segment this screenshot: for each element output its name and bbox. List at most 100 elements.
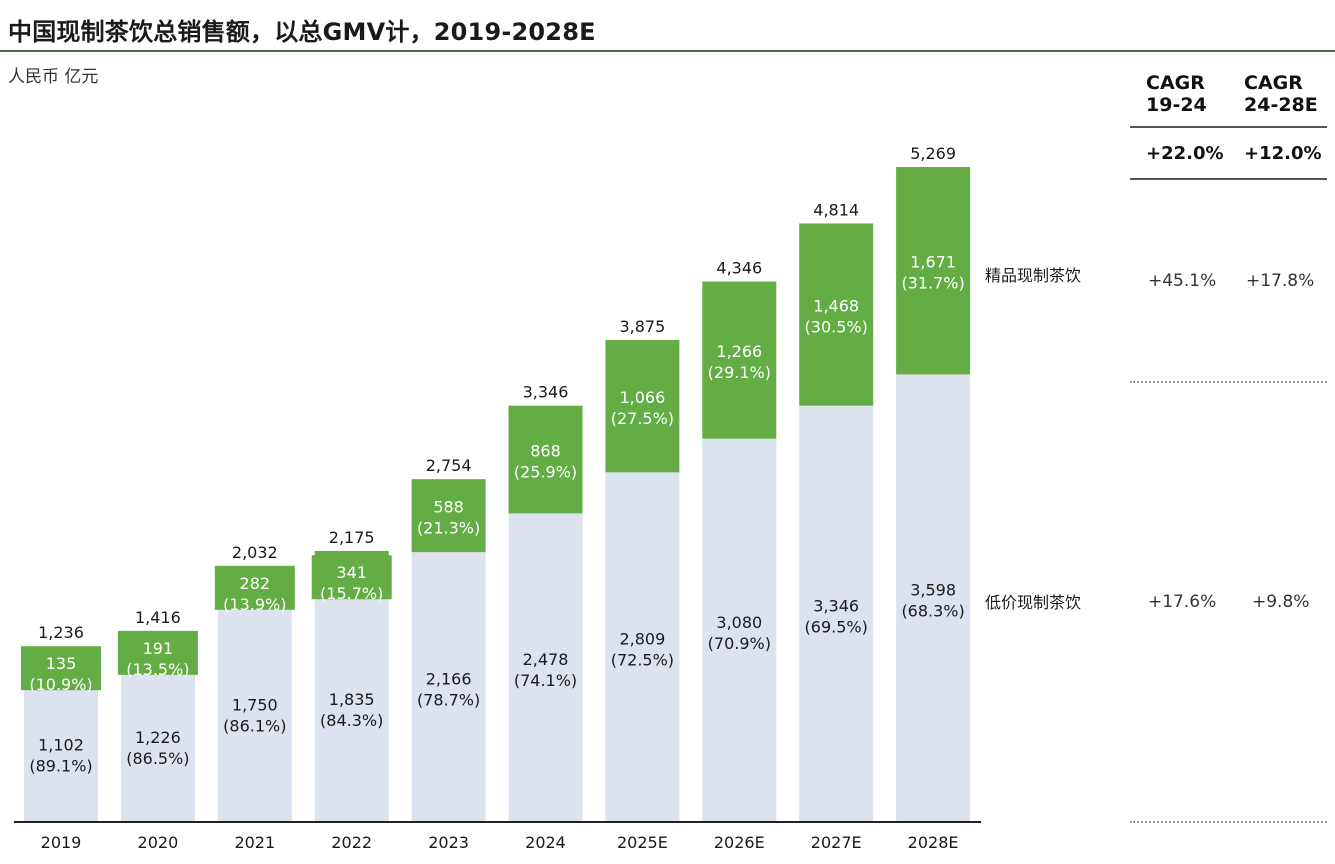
x-tick-2022: 2022	[331, 833, 372, 852]
x-tick-2028E: 2028E	[908, 833, 959, 852]
label-premium-value-2027E: 1,468	[813, 297, 859, 316]
bar-lowprice-2028E	[896, 374, 971, 821]
label-lowprice-share-2027E: (69.5%)	[805, 617, 868, 636]
label-premium-share-2021: (13.9%)	[223, 595, 286, 614]
label-lowprice-value-2024: 2,478	[523, 650, 569, 669]
label-total-2028E: 5,269	[910, 144, 956, 163]
label-total-2022: 2,175	[329, 528, 375, 547]
x-tick-2023: 2023	[428, 833, 469, 852]
label-premium-share-2019: (10.9%)	[29, 675, 92, 694]
bar-premium-2026E	[702, 281, 777, 439]
label-premium-value-2025E: 1,066	[619, 388, 665, 407]
label-lowprice-value-2028E: 3,598	[910, 581, 956, 600]
label-lowprice-share-2019: (89.1%)	[29, 757, 92, 776]
label-premium-value-2019: 135	[46, 654, 77, 673]
label-total-2025E: 3,875	[619, 317, 665, 336]
cagr-header-2428-line1: CAGR	[1244, 72, 1303, 94]
label-lowprice-share-2020: (86.5%)	[126, 749, 189, 768]
title-divider	[0, 50, 1335, 52]
cagr-header-1924-line2: 19-24	[1146, 94, 1207, 116]
label-lowprice-share-2028E: (68.3%)	[901, 602, 964, 621]
label-premium-value-2026E: 1,266	[716, 342, 762, 361]
bar-lowprice-2026E	[702, 438, 777, 821]
label-lowprice-value-2022: 1,835	[329, 690, 375, 709]
bar-lowprice-2024	[508, 513, 583, 821]
unit-label: 人民币 亿元	[8, 67, 99, 87]
bar-premium-tab-2021	[214, 565, 295, 610]
label-total-2019: 1,236	[38, 623, 84, 642]
bar-premium-tab-2019	[21, 646, 101, 691]
x-tick-2027E: 2027E	[811, 833, 862, 852]
label-lowprice-value-2019: 1,102	[38, 736, 84, 755]
label-premium-value-2023: 588	[433, 498, 464, 517]
label-total-2023: 2,754	[426, 456, 472, 475]
label-lowprice-share-2026E: (70.9%)	[708, 634, 771, 653]
label-lowprice-share-2024: (74.1%)	[514, 671, 577, 690]
cagr-lowprice-divider	[1130, 821, 1327, 823]
label-lowprice-value-2023: 2,166	[426, 670, 472, 689]
bar-lowprice-2021	[217, 603, 292, 821]
label-total-2024: 3,346	[523, 383, 569, 402]
cagr-lowprice-2428: +9.8%	[1252, 592, 1310, 612]
premium-segment-label: 精品现制茶饮	[985, 266, 1082, 285]
label-premium-share-2023: (21.3%)	[417, 519, 480, 538]
cagr-premium-divider	[1130, 381, 1327, 383]
bar-lowprice-2025E	[605, 472, 680, 821]
label-premium-value-2028E: 1,671	[910, 253, 956, 272]
cagr-lowprice-1924: +17.6%	[1148, 592, 1217, 612]
bar-lowprice-2027E	[799, 405, 874, 821]
chart-title: 中国现制茶饮总销售额，以总GMV计，2019-2028E	[8, 18, 596, 46]
bar-premium-2027E	[799, 223, 874, 406]
bar-lowprice-2023	[411, 552, 486, 821]
x-tick-2026E: 2026E	[714, 833, 765, 852]
label-lowprice-share-2025E: (72.5%)	[611, 651, 674, 670]
label-premium-value-2020: 191	[143, 639, 174, 658]
cagr-header-1924-line1: CAGR	[1146, 72, 1205, 94]
cagr-header-rule	[1130, 126, 1327, 128]
label-lowprice-value-2027E: 3,346	[813, 596, 859, 615]
label-premium-share-2028E: (31.7%)	[901, 274, 964, 293]
cagr-total-1924: +22.0%	[1146, 143, 1224, 164]
bar-premium-tab-2020	[117, 630, 198, 675]
x-tick-2025E: 2025E	[617, 833, 668, 852]
label-premium-share-2020: (13.5%)	[126, 660, 189, 679]
x-tick-2019: 2019	[41, 833, 82, 852]
cagr-total-rule	[1130, 178, 1327, 180]
cagr-header-1924: CAGR 19-24	[1146, 72, 1207, 116]
label-lowprice-value-2021: 1,750	[232, 695, 278, 714]
label-total-2027E: 4,814	[813, 200, 859, 219]
label-total-2021: 2,032	[232, 543, 278, 562]
label-lowprice-share-2021: (86.1%)	[223, 716, 286, 735]
cagr-premium-2428: +17.8%	[1246, 271, 1315, 291]
bar-premium-2023	[411, 479, 486, 553]
bar-lowprice-2020	[120, 668, 195, 821]
bar-premium-2025E	[605, 340, 680, 473]
label-lowprice-share-2022: (84.3%)	[320, 711, 383, 730]
x-tick-2020: 2020	[138, 833, 179, 852]
label-lowprice-value-2025E: 2,809	[619, 630, 665, 649]
label-premium-value-2024: 868	[530, 442, 561, 461]
cagr-total-2428: +12.0%	[1244, 143, 1322, 164]
label-lowprice-value-2020: 1,226	[135, 728, 181, 747]
bar-premium-2024	[508, 405, 583, 514]
label-premium-share-2026E: (29.1%)	[708, 363, 771, 382]
bar-premium-tab-2022	[311, 555, 392, 600]
label-premium-value-2022: 341	[336, 563, 367, 582]
bar-premium-2028E	[896, 167, 971, 375]
cagr-header-2428-line2: 24-28E	[1244, 94, 1318, 116]
label-lowprice-share-2023: (78.7%)	[417, 691, 480, 710]
label-total-2020: 1,416	[135, 608, 181, 627]
cagr-premium-1924: +45.1%	[1148, 271, 1217, 291]
label-total-2026E: 4,346	[716, 259, 762, 278]
label-lowprice-value-2026E: 3,080	[716, 613, 762, 632]
x-tick-2021: 2021	[234, 833, 275, 852]
label-premium-value-2021: 282	[240, 574, 271, 593]
x-tick-2024: 2024	[525, 833, 566, 852]
label-premium-share-2022: (15.7%)	[320, 584, 383, 603]
bar-lowprice-2022	[314, 593, 389, 821]
label-premium-share-2025E: (27.5%)	[611, 409, 674, 428]
label-premium-share-2024: (25.9%)	[514, 463, 577, 482]
label-premium-share-2027E: (30.5%)	[805, 318, 868, 337]
lowprice-segment-label: 低价现制茶饮	[985, 593, 1082, 612]
